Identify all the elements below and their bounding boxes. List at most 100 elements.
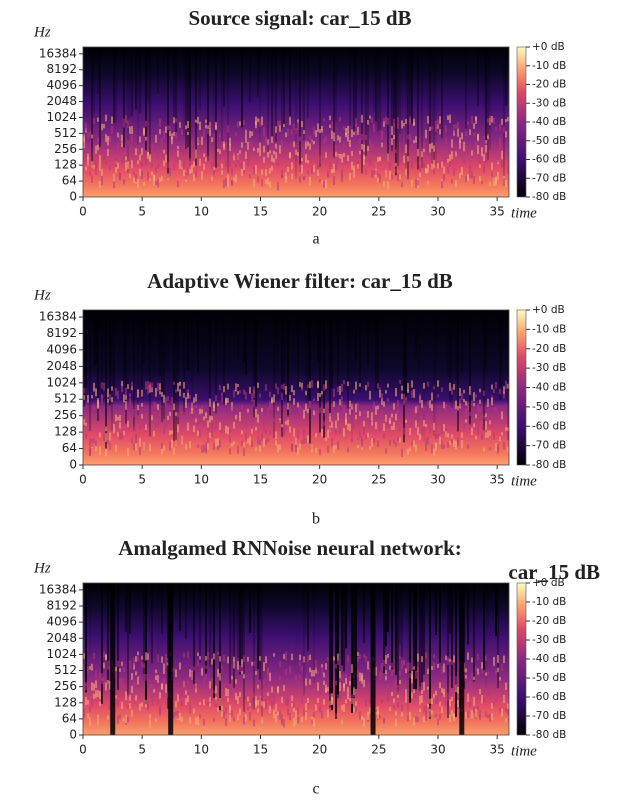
texture — [387, 653, 389, 658]
texture — [123, 718, 125, 722]
texture — [271, 397, 273, 403]
texture — [429, 151, 431, 158]
texture — [273, 418, 275, 423]
texture — [353, 707, 355, 713]
texture — [193, 161, 195, 168]
texture — [455, 151, 457, 157]
texture — [223, 420, 225, 428]
texture — [197, 420, 199, 427]
texture — [337, 135, 339, 141]
texture — [437, 119, 439, 128]
texture — [239, 583, 241, 675]
texture — [167, 47, 169, 179]
texture — [409, 421, 411, 426]
texture — [155, 718, 157, 722]
texture — [255, 447, 257, 452]
texture — [217, 438, 219, 446]
texture — [253, 389, 255, 399]
texture — [289, 408, 291, 413]
texture — [87, 157, 89, 166]
texture — [463, 141, 465, 145]
texture — [125, 387, 127, 396]
texture — [255, 120, 257, 129]
texture — [137, 179, 139, 189]
texture — [105, 310, 107, 449]
texture — [265, 697, 267, 702]
texture — [219, 698, 221, 707]
texture — [83, 134, 85, 143]
texture — [95, 690, 97, 698]
texture — [110, 583, 116, 735]
texture — [145, 157, 147, 165]
texture — [405, 168, 407, 176]
texture — [119, 422, 121, 429]
texture — [233, 421, 235, 429]
texture — [131, 437, 133, 444]
texture — [373, 126, 375, 133]
texture — [163, 394, 165, 403]
texture — [287, 402, 289, 410]
texture — [397, 583, 399, 692]
texture — [271, 165, 273, 171]
texture — [125, 583, 127, 632]
x-tick-label: 35 — [490, 473, 505, 487]
texture — [485, 583, 487, 688]
texture — [301, 583, 303, 672]
texture — [101, 123, 103, 131]
texture — [433, 448, 435, 456]
texture — [223, 179, 225, 189]
texture — [435, 690, 437, 696]
texture — [435, 713, 437, 718]
texture — [189, 704, 191, 714]
texture — [499, 436, 501, 442]
texture — [185, 397, 187, 405]
texture — [237, 714, 239, 721]
texture — [319, 129, 321, 134]
texture — [425, 652, 427, 659]
texture — [205, 412, 207, 419]
texture — [311, 165, 313, 175]
texture — [193, 174, 195, 182]
texture — [245, 310, 247, 376]
texture — [235, 679, 237, 684]
texture — [349, 680, 351, 686]
texture — [427, 47, 429, 157]
texture — [495, 176, 497, 184]
texture — [449, 414, 451, 424]
texture — [325, 380, 327, 389]
texture — [381, 142, 383, 148]
texture — [251, 146, 253, 152]
x-tick-label: 20 — [312, 743, 327, 757]
texture — [491, 162, 493, 170]
caption: a — [312, 231, 319, 248]
texture — [319, 393, 321, 398]
texture — [255, 310, 257, 408]
texture — [365, 412, 367, 417]
x-tick-label: 35 — [490, 205, 505, 219]
texture — [343, 152, 345, 158]
texture — [295, 128, 297, 134]
texture — [337, 154, 339, 162]
texture — [215, 425, 217, 430]
texture — [115, 666, 117, 672]
texture — [449, 154, 451, 161]
texture — [83, 418, 85, 425]
texture — [165, 310, 167, 362]
texture — [175, 310, 177, 445]
texture — [353, 389, 355, 394]
texture — [115, 414, 117, 422]
texture — [283, 47, 285, 127]
texture — [327, 402, 329, 408]
texture — [161, 175, 163, 181]
texture — [125, 162, 127, 171]
texture — [431, 698, 433, 705]
texture — [439, 116, 441, 124]
texture — [253, 178, 255, 188]
texture — [401, 711, 403, 717]
texture — [407, 389, 409, 393]
texture — [391, 138, 393, 146]
texture — [387, 684, 389, 694]
texture — [461, 440, 463, 449]
texture — [323, 384, 325, 392]
texture — [407, 662, 409, 672]
